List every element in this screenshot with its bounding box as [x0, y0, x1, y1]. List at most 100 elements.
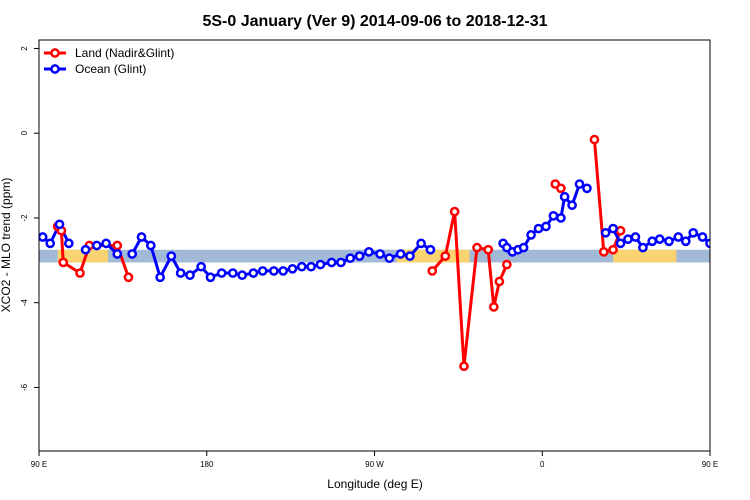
y-axis: 2 0 -2 -4 -6	[20, 46, 39, 391]
ocean-point	[227, 268, 238, 278]
land-point	[494, 276, 505, 287]
x-tick-label: 90 W	[365, 460, 384, 469]
land-band-1	[57, 249, 108, 263]
ocean-point	[405, 251, 415, 261]
legend-label: Land (Nadir&Glint)	[75, 46, 174, 60]
land-point	[501, 259, 512, 270]
ocean-point	[425, 244, 436, 255]
ocean-point	[345, 253, 356, 264]
ocean-point	[287, 263, 298, 274]
ocean-point	[375, 249, 385, 259]
ocean-point	[705, 238, 710, 249]
ocean-point	[526, 230, 536, 240]
ocean-point	[326, 257, 337, 268]
points-layer	[39, 134, 747, 372]
ocean-point	[615, 238, 626, 249]
ocean-point	[608, 223, 618, 234]
land-point	[75, 268, 85, 278]
ocean-point	[395, 249, 406, 259]
ocean-point	[416, 238, 426, 249]
ocean-point	[136, 232, 147, 242]
ocean-point	[556, 213, 566, 223]
ocean-point	[101, 238, 111, 249]
land-point	[123, 272, 134, 283]
ocean-point	[716, 221, 723, 228]
land-point	[112, 240, 123, 251]
ocean-point	[315, 259, 326, 270]
y-tick-label: 2	[20, 46, 29, 51]
ocean-point	[80, 244, 91, 255]
ocean-point	[559, 191, 570, 202]
land-point	[615, 225, 626, 236]
ocean-point	[196, 261, 207, 272]
land-line	[431, 210, 509, 368]
ocean-point	[567, 200, 577, 211]
ocean-point	[63, 238, 74, 249]
ocean-point	[166, 251, 177, 261]
ocean-point	[91, 240, 102, 251]
land-point	[483, 244, 494, 255]
ocean-point	[673, 232, 684, 242]
ocean-point	[54, 219, 65, 230]
ocean-point	[518, 242, 529, 253]
x-tick-label: 90 E	[31, 460, 47, 469]
y-tick-label: -4	[20, 299, 29, 307]
x-axis: 90 E 180 90 W 0 90 E	[31, 451, 718, 469]
ocean-point	[45, 238, 56, 249]
land-point	[589, 134, 600, 145]
land-band-4	[613, 249, 677, 263]
x-tick-label: 0	[540, 460, 545, 469]
ocean-point	[306, 261, 316, 272]
ocean-point	[732, 244, 739, 251]
ocean-point	[541, 221, 551, 232]
ocean-point	[155, 272, 166, 283]
x-tick-label: 180	[200, 460, 214, 469]
ocean-point	[647, 236, 658, 247]
ocean-point	[574, 179, 585, 189]
ocean-point	[39, 232, 48, 242]
legend-label: Ocean (Glint)	[75, 62, 146, 76]
legend: Land (Nadir&Glint) Ocean (Glint)	[44, 46, 174, 76]
ocean-point	[725, 242, 732, 249]
land-point	[556, 183, 566, 194]
y-tick-label: 0	[20, 130, 29, 135]
ocean-point	[248, 268, 259, 278]
ocean-band	[39, 249, 710, 263]
ocean-point	[278, 266, 289, 276]
ocean-point	[654, 234, 665, 244]
y-axis-label: XCO2 - MLO trend (ppm)	[0, 178, 13, 313]
ocean-point	[600, 227, 611, 238]
ocean-point	[638, 242, 648, 253]
ocean-line	[501, 182, 588, 254]
land-point	[488, 302, 499, 312]
land-point	[608, 244, 618, 255]
ocean-point	[175, 268, 186, 278]
ocean-point	[630, 232, 641, 242]
ocean-point	[697, 232, 708, 242]
land-point	[459, 361, 469, 372]
ocean-point	[296, 261, 307, 272]
x-tick-label: 90 E	[702, 460, 718, 469]
ocean-point	[664, 236, 674, 247]
ocean-point	[680, 236, 691, 247]
ocean-point	[533, 223, 544, 234]
land-point	[427, 266, 438, 276]
ocean-point	[145, 240, 156, 251]
ocean-point	[384, 253, 395, 264]
land-point	[449, 206, 460, 217]
ocean-point	[354, 251, 365, 261]
legend-swatch-point	[50, 48, 60, 58]
ocean-point	[269, 266, 279, 276]
ocean-point	[740, 236, 747, 243]
chart-title: 5S-0 January (Ver 9) 2014-09-06 to 2018-…	[202, 13, 547, 30]
land-point	[440, 251, 451, 261]
ocean-point	[623, 234, 633, 244]
ocean-point	[205, 272, 216, 283]
ocean-point	[257, 266, 268, 276]
land-point	[472, 242, 482, 253]
ocean-point	[185, 270, 195, 281]
ocean-point	[112, 249, 123, 259]
y-tick-label: -6	[20, 383, 29, 391]
ocean-point	[364, 247, 374, 257]
ocean-point	[216, 268, 227, 278]
